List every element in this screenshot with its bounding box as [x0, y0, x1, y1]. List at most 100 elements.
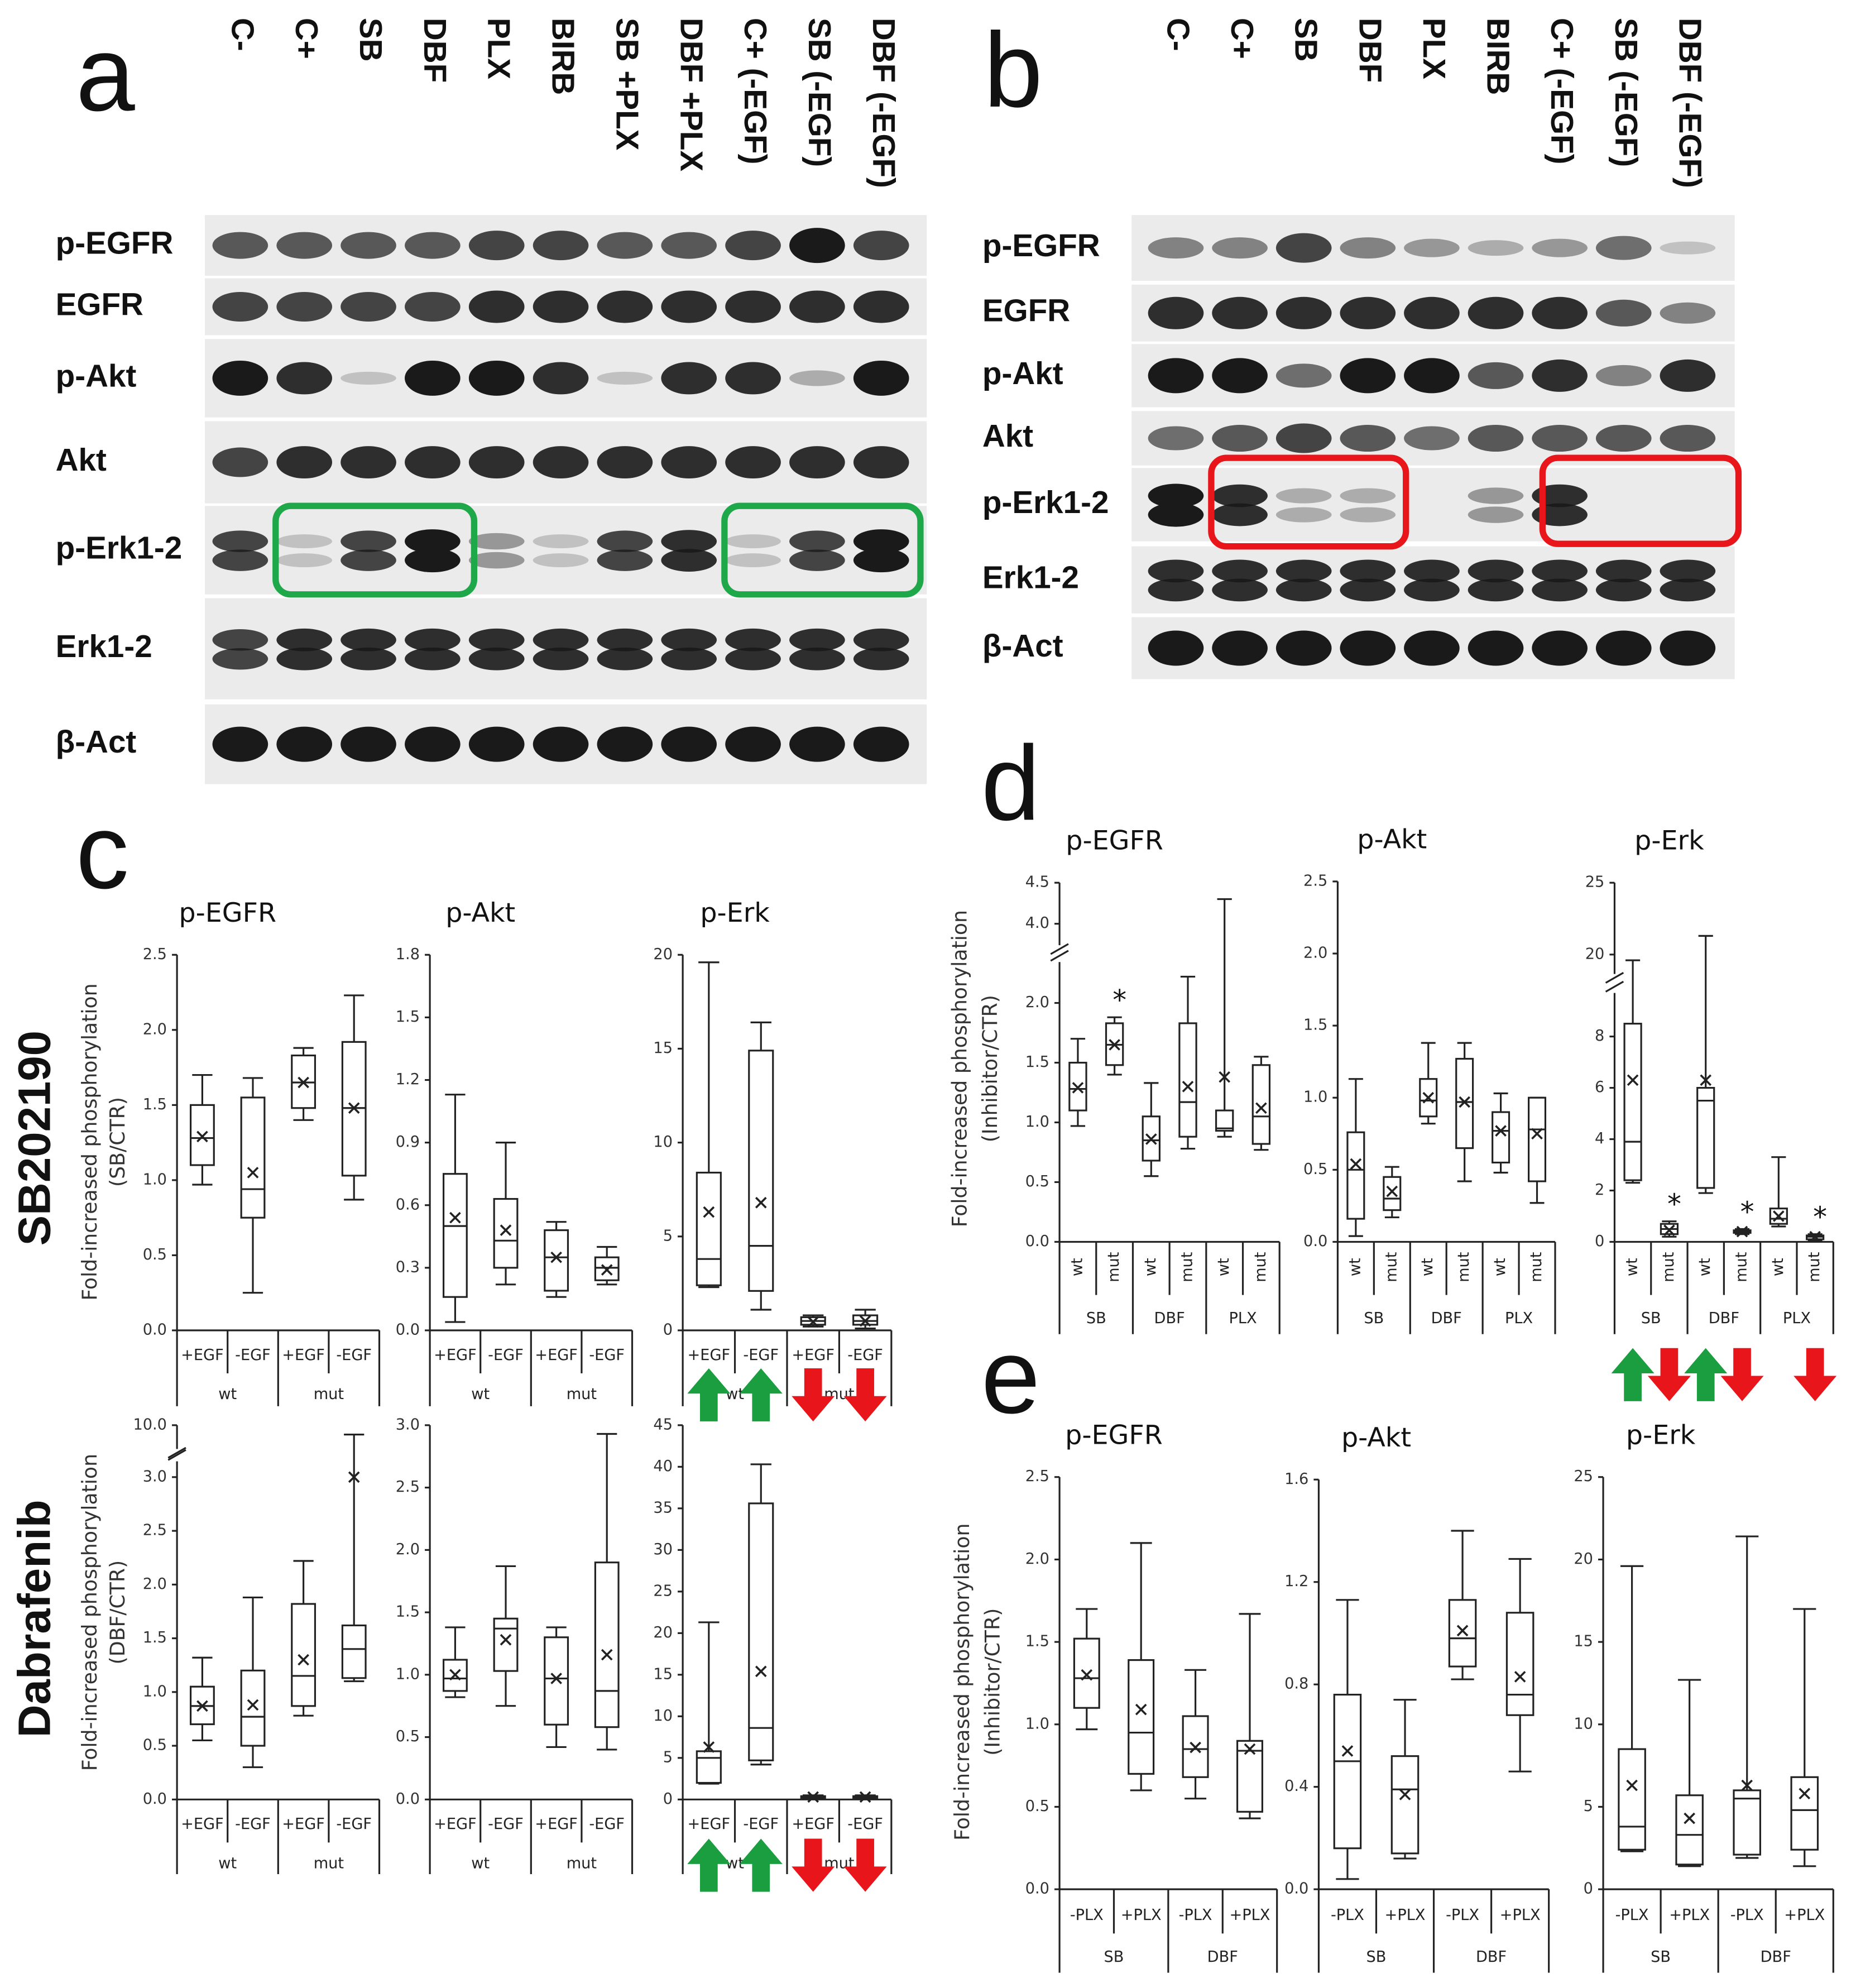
band	[789, 228, 845, 264]
lane-label: DBF (-EGF)	[1672, 18, 1708, 188]
mean-marker	[348, 1102, 360, 1114]
band	[405, 628, 461, 652]
blot-row-label: EGFR	[982, 293, 1070, 328]
y-axis-label: (Inhibitor/CTR)	[980, 1608, 1004, 1756]
box	[240, 1096, 266, 1219]
x-tick-label: -EGF	[589, 1347, 625, 1364]
x-tick-label: wt	[1624, 1258, 1641, 1276]
mean-marker	[196, 1130, 208, 1143]
y-axis-label: Fold-increased phosphorylation	[947, 910, 971, 1227]
x-tick-label: -EGF	[235, 1815, 271, 1833]
band	[1275, 578, 1332, 602]
y-axis-label: (Inhibitor/CTR)	[978, 995, 1002, 1142]
chart-title: p-Erk	[1626, 1420, 1696, 1450]
band	[1468, 487, 1524, 504]
chart-title: p-Erk	[1634, 826, 1704, 856]
y-tick-label: 45	[653, 1416, 673, 1433]
y-axis-label: Fold-increased phosphorylation	[78, 983, 102, 1300]
band	[1595, 559, 1652, 583]
band	[1148, 426, 1204, 451]
band	[725, 446, 781, 479]
row-label: SB202190	[9, 1031, 60, 1246]
y-tick-label: 25	[1585, 874, 1605, 891]
group-label: wt	[726, 1386, 744, 1403]
band	[1275, 507, 1332, 523]
band	[1595, 299, 1652, 327]
band	[725, 553, 781, 568]
group-label: DBF	[1761, 1948, 1791, 1966]
group-label: PLX	[1505, 1310, 1533, 1327]
band	[1660, 241, 1716, 255]
panel-label: d	[981, 724, 1040, 842]
group-label: mut	[567, 1386, 597, 1403]
mean-marker	[1627, 1074, 1639, 1086]
y-tick-label: 1.5	[1303, 1017, 1327, 1034]
mean-marker	[1145, 1133, 1157, 1145]
y-axis-label: (DBF/CTR)	[106, 1560, 130, 1665]
lane-label: BIRB	[1481, 18, 1516, 95]
x-tick-label: +PLX	[1385, 1906, 1426, 1924]
box	[1492, 1111, 1510, 1164]
blot-row-label: p-Akt	[56, 358, 137, 393]
y-tick-label: 1.0	[1025, 1113, 1049, 1130]
band	[1340, 237, 1396, 259]
box	[696, 1750, 722, 1784]
y-tick-label: 2	[1595, 1181, 1604, 1199]
band	[1532, 238, 1588, 257]
mean-marker	[1799, 1788, 1811, 1800]
blot-row-label: p-EGFR	[982, 228, 1100, 263]
y-tick-label: 25	[1574, 1468, 1593, 1485]
group-label: SB	[1104, 1948, 1124, 1966]
band	[1340, 630, 1396, 666]
mean-marker	[1135, 1703, 1147, 1716]
group-label: wt	[471, 1386, 490, 1403]
band	[276, 534, 333, 549]
y-tick-label: 30	[653, 1541, 673, 1558]
arrow	[792, 1838, 835, 1892]
lane-label: C+	[289, 18, 324, 59]
y-tick-label: 2.5	[143, 1522, 167, 1539]
band	[341, 371, 396, 385]
mean-marker	[1182, 1080, 1194, 1093]
x-tick-label: -EGF	[847, 1815, 883, 1833]
x-tick-label: -PLX	[1179, 1906, 1212, 1924]
y-tick-label: 1.8	[396, 946, 420, 963]
band	[1275, 559, 1332, 583]
mean-marker	[247, 1167, 259, 1179]
group-label: SB	[1651, 1948, 1671, 1966]
y-tick-label: 1.5	[143, 1629, 167, 1646]
band	[789, 726, 845, 762]
band	[1212, 484, 1268, 507]
band	[212, 629, 268, 651]
box	[291, 1603, 317, 1707]
x-tick-label: +EGF	[434, 1815, 477, 1833]
band	[597, 232, 653, 259]
y-tick-label: 1.2	[396, 1071, 420, 1088]
chart-title: p-EGFR	[179, 898, 276, 928]
band	[1148, 296, 1204, 329]
y-tick-label: 0	[1595, 1233, 1604, 1250]
band	[1660, 302, 1716, 324]
band	[1275, 363, 1332, 388]
y-axis-label: Fold-increased phosphorylation	[78, 1454, 102, 1771]
group-label: PLX	[1229, 1310, 1257, 1327]
y-tick-label: 2.5	[1025, 1468, 1049, 1485]
box	[1527, 1096, 1547, 1182]
x-tick-label: mut	[1455, 1252, 1473, 1282]
box	[1390, 1755, 1420, 1855]
band	[212, 232, 268, 259]
x-tick-label: wt	[1419, 1258, 1436, 1276]
band	[1660, 359, 1716, 392]
box	[1455, 1057, 1474, 1149]
mean-marker	[348, 1471, 360, 1483]
y-tick-label: 5	[663, 1749, 673, 1766]
x-tick-label: +EGF	[535, 1347, 578, 1364]
mean-marker	[1626, 1779, 1638, 1791]
band	[789, 628, 845, 652]
arrow	[739, 1368, 783, 1422]
band	[1340, 559, 1396, 583]
band	[725, 231, 781, 261]
y-tick-label: 10	[653, 1707, 673, 1724]
band	[789, 647, 845, 670]
band	[1468, 240, 1524, 256]
